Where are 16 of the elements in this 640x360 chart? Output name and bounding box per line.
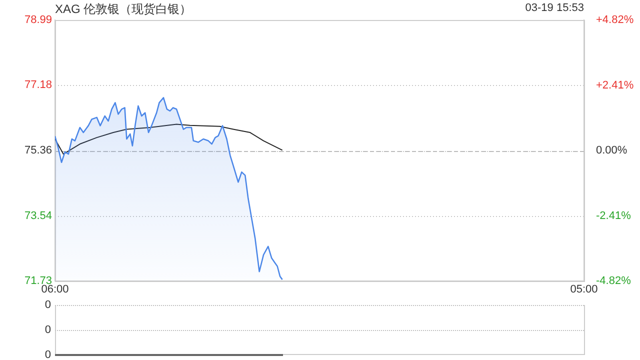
y-tick-label: 77.18	[24, 79, 52, 92]
text: 0	[44, 323, 51, 337]
y2-tick-label: 0.00%	[596, 144, 628, 157]
y2-tick-label: +4.82%	[596, 14, 634, 26]
y2-tick-label: +2.41%	[596, 79, 634, 92]
y-tick-label: 75.36	[24, 144, 52, 157]
chart-title: XAG 伦敦银（现货白银）	[55, 1, 192, 18]
y2-tick-label: -2.41%	[596, 210, 632, 222]
y2-tick-label: -4.82%	[596, 275, 632, 288]
x-tick-label: 06:00	[41, 284, 69, 296]
text: 0	[44, 298, 51, 312]
y-tick-label: 78.99	[24, 14, 52, 26]
chart-subtitle: 03-19 15:53	[525, 2, 584, 14]
text: 0	[44, 348, 51, 360]
y-tick-label: 73.54	[24, 210, 52, 222]
x-tick-label: 05:00	[570, 284, 598, 296]
